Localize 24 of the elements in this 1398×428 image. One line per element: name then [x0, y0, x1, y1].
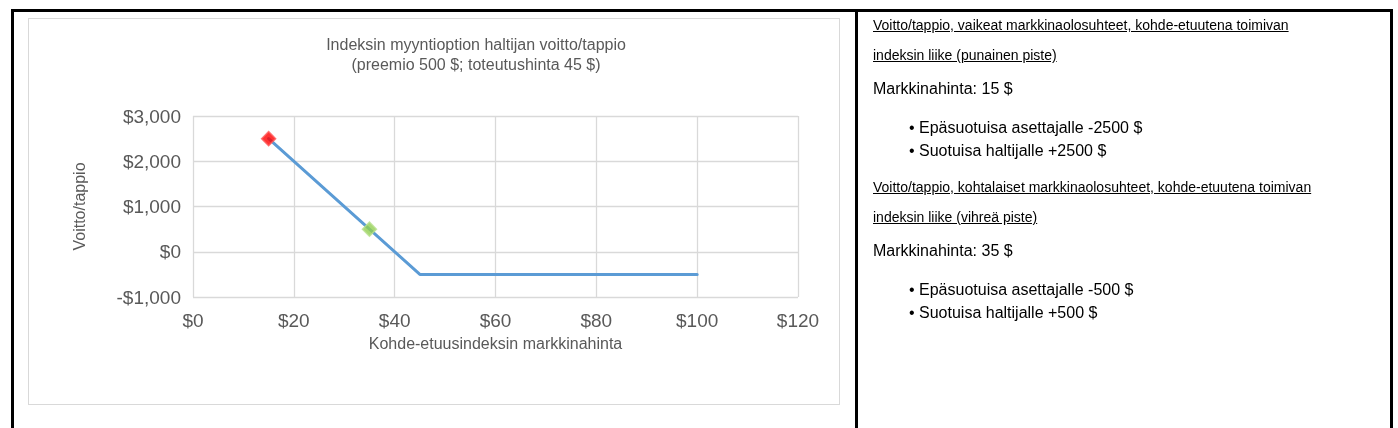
x-tick-label: $40: [378, 310, 411, 331]
text: Markkinahinta: 35 $: [873, 242, 1014, 260]
y-axis-title: Voitto/tappio: [70, 162, 88, 251]
text: • Suotuisa haltijalle +2500 $: [908, 141, 1108, 161]
text: • Suotuisa haltijalle +500 $: [908, 303, 1099, 323]
chart-subtitle: (preemio 500 $; toteutushinta 45 $): [351, 55, 601, 73]
y-tick-label: -$1,000: [116, 286, 181, 308]
x-tick-label: $120: [776, 310, 820, 331]
text: • Epäsuotuisa asettajalle -2500 $: [908, 118, 1144, 138]
y-tick-label: $3,000: [122, 105, 181, 127]
y-tick-label: $0: [159, 241, 181, 263]
x-tick-label: $60: [479, 310, 512, 331]
y-tick-label: $1,000: [122, 196, 181, 217]
text: • Epäsuotuisa asettajalle -500 $: [908, 280, 1135, 300]
x-tick-label: $80: [580, 310, 613, 331]
y-tick-label: $2,000: [122, 150, 181, 172]
x-tick-label: $20: [277, 310, 310, 331]
text: Markkinahinta: 15 $: [873, 80, 1014, 98]
x-tick-label: $0: [182, 310, 204, 331]
text: Voitto/tappio, kohtalaiset markkinaolosuhteet, kohde-etuutena toimivan indeksin liike (vihreä piste): [873, 178, 1313, 227]
text: Voitto/tappio, vaikeat markkinaolosuhteet, kohde-etuutena toimivan indeksin liike (punainen piste): [873, 16, 1290, 65]
x-axis-title: Kohde-etuusindeksin markkinahinta: [368, 334, 623, 352]
x-tick-label: $100: [676, 310, 719, 331]
chart-title: Indeksin myyntioption haltijan voitto/tappio: [326, 35, 626, 53]
